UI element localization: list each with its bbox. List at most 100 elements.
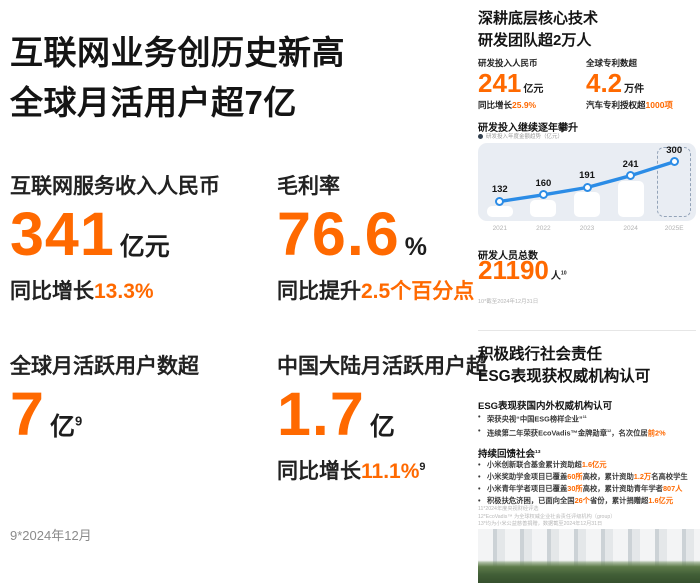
rd-chart-legend: 研发投入年度金额趋势（亿元） [478, 132, 563, 140]
list-item-text: 小米创新联合基金累计资助超1.6亿元 [487, 460, 607, 469]
bullet-icon: • [478, 412, 481, 421]
metric-value-row: 76.6 % [277, 200, 527, 268]
rd-chart-plot: 132 160 191 241 300 [478, 143, 696, 221]
list-item-text: 连续第二年荣获EcoVadis™金牌勋章12，名次位居前2% [487, 428, 666, 438]
bullet-icon: • [478, 472, 481, 481]
list-item: • 积极扶危济困，已面向全国26个省份，累计捐赠超1.6亿元 [478, 495, 698, 507]
stat-sub-prefix: 汽车专利授权超 [586, 100, 646, 111]
stat-global-patents: 全球专利数超 4.2 万件 汽车专利授权超1000项 [586, 57, 700, 111]
metric-value-row: 341 亿元 [10, 200, 260, 268]
page-title-line2: 全球月活用户超7亿 [10, 83, 297, 121]
section-divider [478, 330, 696, 331]
giving-back-subtitle-text: 持续回馈社会 [478, 449, 536, 460]
stat-unit: 万件 [624, 84, 645, 95]
page-title: 互联网业务创历史新高 全球月活用户超7亿 [10, 28, 345, 127]
right-panel: 深耕底层核心技术 研发团队超2万人 研发投入人民币 241 亿元 同比增长25.… [478, 0, 700, 583]
left-footnote: 9*2024年12月 [10, 528, 92, 543]
metric-subtext: 同比增长13.3% [10, 275, 260, 305]
metric-label: 毛利率 [277, 175, 340, 198]
metric-unit: 亿9 [50, 407, 82, 443]
metric-value: 1.7 [277, 380, 365, 448]
metric-label: 中国大陆月活跃用户超 [277, 355, 487, 378]
metric-unit: 亿 [369, 413, 395, 441]
personnel-unit: 人10 [551, 267, 567, 282]
list-item-text: 小米奖助学金项目已覆盖60所高校，累计资助1.2万名高校学生 [487, 472, 688, 481]
esg-title-line1: 积极践行社会责任 [478, 346, 603, 363]
metric-sub-prefix: 同比增长 [10, 279, 94, 303]
metric-sub-prefix: 同比提升 [277, 279, 361, 303]
metric-unit: % [404, 233, 427, 261]
stat-subtext: 汽车专利授权超1000项 [586, 99, 700, 111]
rd-title-line1: 深耕底层核心技术 [478, 10, 599, 27]
metric-gross-margin: 毛利率 76.6 % 同比提升2.5个百分点 [277, 170, 527, 305]
list-item-text: 积极扶危济困，已面向全国26个省份，累计捐赠超1.6亿元 [487, 496, 674, 505]
list-item: • 小米奖助学金项目已覆盖60所高校，累计资助1.2万名高校学生 [478, 471, 698, 483]
legend-dot-icon [478, 133, 483, 139]
personnel-footnote-marker: 10 [560, 270, 567, 277]
stat-label: 研发投入人民币 [478, 58, 538, 68]
metric-label: 互联网服务收入人民币 [10, 175, 220, 198]
metric-china-mau: 中国大陆月活跃用户超 1.7 亿 同比增长11.1%9 [277, 350, 527, 485]
metric-subtext: 同比增长11.1%9 [277, 455, 527, 485]
stat-sub-highlight: 25.9% [512, 100, 537, 111]
list-item: • 小米青年学者项目已覆盖30所高校，累计资助青年学者807人 [478, 483, 698, 495]
personnel-footnote: 10*截至2024年12月31日 [478, 299, 539, 305]
metric-global-mau: 全球月活跃用户数超 7 亿9 [10, 350, 260, 448]
footnote-line: 13*均为小米公益慈善捐赠，数据截至2024年12月31日 [478, 521, 603, 527]
giving-back-list: • 小米创新联合基金累计资助超1.6亿元 • 小米奖助学金项目已覆盖60所高校，累计… [478, 459, 698, 507]
metric-value: 7 [10, 380, 45, 448]
personnel-label: 研发人员总数 [478, 251, 538, 262]
bullet-icon: • [478, 426, 481, 436]
metric-unit-text: 亿 [49, 413, 75, 441]
rd-chart-legend-text: 研发投入年度金额趋势（亿元） [486, 134, 564, 140]
metric-footnote-marker: 9 [419, 460, 426, 473]
stat-value: 241 [478, 68, 522, 98]
stat-value-row: 241 亿元 [478, 68, 586, 98]
esg-recognition-list: • 荣获央视“中国ESG榜样企业”11 • 连续第二年荣获EcoVadis™金牌勋章… [478, 411, 698, 440]
metric-label: 全球月活跃用户数超 [10, 355, 199, 378]
esg-title-line2: ESG表现获权威机构认可 [478, 368, 651, 386]
metric-unit: 亿元 [119, 233, 170, 261]
list-item: • 荣获央视“中国ESG榜样企业”11 [478, 411, 698, 425]
stat-sub-highlight: 1000项 [645, 100, 673, 111]
stat-rd-investment: 研发投入人民币 241 亿元 同比增长25.9% [478, 57, 586, 111]
stat-sub-prefix: 同比增长 [478, 100, 513, 111]
page-title-line1: 互联网业务创历史新高 [10, 34, 345, 71]
bullet-icon: • [478, 460, 481, 469]
metric-subtext: 同比提升2.5个百分点 [277, 275, 527, 305]
list-item-text: 荣获央视“中国ESG榜样企业”11 [487, 414, 587, 424]
giving-back-subtitle: 持续回馈社会13 [478, 446, 541, 460]
metric-value-row: 1.7 亿 [277, 380, 527, 448]
metric-value: 341 [10, 200, 115, 268]
list-item: • 小米创新联合基金累计资助超1.6亿元 [478, 459, 698, 471]
personnel-value: 21190 [478, 255, 549, 285]
footnote-line: 12*EcoVadis™ 为全球权威企业社会责任评级机构（group） [478, 513, 616, 520]
esg-section-title: 积极践行社会责任 ESG表现获权威机构认可 [478, 344, 650, 389]
stat-subtext: 同比增长25.9% [478, 99, 586, 111]
metric-value: 76.6 [277, 200, 400, 268]
esg-recognition-subtitle: ESG表现获国内外权威机构认可 [478, 401, 613, 412]
metric-sub-prefix: 同比增长 [277, 459, 361, 483]
rd-chart-title: 研发投入继续逐年攀升 [478, 123, 578, 134]
rd-title-line2: 研发团队超2万人 [478, 31, 592, 49]
list-item: • 连续第二年荣获EcoVadis™金牌勋章12，名次位居前2% [478, 425, 698, 439]
metric-sub-highlight: 2.5个百分点 [361, 279, 475, 303]
stat-unit: 亿元 [523, 84, 544, 95]
metric-footnote-marker: 9 [74, 413, 83, 429]
footnote-line: 11*2024年度央视财经评选 [478, 506, 539, 512]
campus-aerial-photo [478, 529, 700, 583]
esg-footnotes: 11*2024年度央视财经评选 12*EcoVadis™ 为全球权威企业社会责任… [478, 506, 615, 529]
rd-section-title: 深耕底层核心技术 研发团队超2万人 [478, 8, 598, 52]
stat-label: 全球专利数超 [586, 58, 638, 68]
metric-internet-revenue: 互联网服务收入人民币 341 亿元 同比增长13.3% [10, 170, 260, 305]
metric-sub-highlight: 11.1% [361, 459, 420, 483]
stat-value-row: 4.2 万件 [586, 68, 700, 98]
rd-chart-xlabels: 2021 2022 2023 2024 2025E [492, 225, 684, 232]
list-item-text: 小米青年学者项目已覆盖30所高校，累计资助青年学者807人 [487, 484, 683, 493]
giving-back-footnote-marker: 13 [535, 449, 541, 455]
personnel-value-row: 21190 人10 [478, 255, 567, 285]
personnel-unit-text: 人 [550, 271, 561, 282]
metric-sub-highlight: 13.3% [94, 279, 154, 303]
metric-value-row: 7 亿9 [10, 380, 260, 448]
stat-value: 4.2 [586, 68, 623, 98]
